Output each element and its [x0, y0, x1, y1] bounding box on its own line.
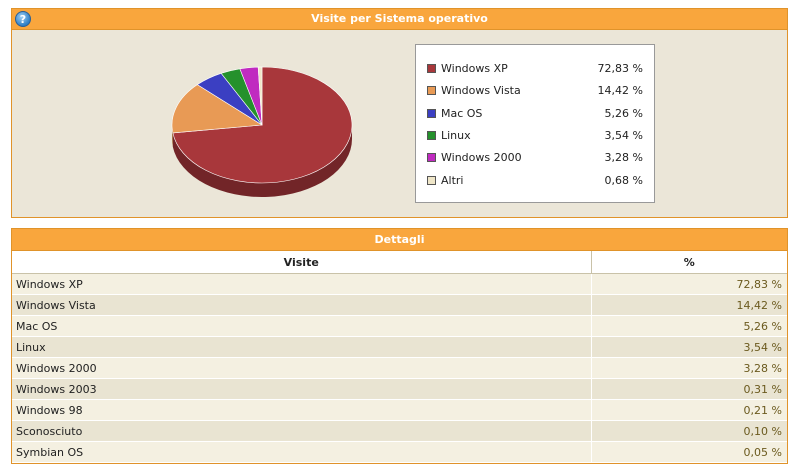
details-header-row: Visite %: [12, 251, 787, 274]
percent-cell: 3,54 %: [590, 336, 787, 358]
os-name-cell: Linux: [12, 336, 591, 358]
column-header-percent: %: [590, 251, 787, 274]
table-row: Mac OS 5,26 %: [12, 315, 787, 337]
os-visits-panel-header: ? Visite per Sistema operativo: [12, 9, 787, 30]
percent-cell: 0,05 %: [590, 441, 787, 463]
os-name-cell: Symbian OS: [12, 441, 591, 463]
os-name-cell: Windows XP: [12, 273, 591, 295]
table-row: Windows 2003 0,31 %: [12, 378, 787, 400]
legend-swatch: [427, 64, 436, 73]
legend-label: Windows Vista: [441, 84, 521, 98]
os-name-cell: Windows 2003: [12, 378, 591, 400]
legend-item: Mac OS 5,26 %: [427, 107, 643, 121]
legend-item: Windows Vista 14,42 %: [427, 84, 643, 98]
os-visits-panel: ? Visite per Sistema operativo Windows X…: [11, 8, 788, 218]
os-name-cell: Mac OS: [12, 315, 591, 337]
os-name-cell: Windows 98: [12, 399, 591, 421]
legend-value: 0,68 %: [604, 173, 643, 187]
legend-label: Windows XP: [441, 62, 508, 75]
legend-item: Windows XP 72,83 %: [427, 62, 643, 76]
percent-cell: 0,10 %: [590, 420, 787, 442]
table-row: Windows XP 72,83 %: [12, 273, 787, 295]
details-title: Dettagli: [374, 233, 425, 246]
os-name-cell: Sconosciuto: [12, 420, 591, 442]
legend-value: 14,42 %: [597, 84, 643, 98]
percent-cell: 72,83 %: [590, 273, 787, 295]
legend-swatch: [427, 175, 436, 185]
details-table: Visite % Windows XP 72,83 % Windows Vista 1…: [12, 251, 787, 463]
legend-item: Windows 2000 3,28 %: [427, 151, 643, 165]
os-name-cell: Windows 2000: [12, 357, 591, 379]
legend-value: 5,26 %: [604, 106, 643, 120]
pie-chart: [157, 57, 367, 198]
pie-side-windows-xp: [172, 125, 352, 198]
table-row: Symbian OS 0,05 %: [12, 441, 787, 463]
legend-value: 3,54 %: [604, 128, 643, 142]
panel-title: Visite per Sistema operativo: [311, 12, 488, 25]
table-row: Linux 3,54 %: [12, 336, 787, 358]
column-header-visits: Visite: [12, 251, 591, 274]
percent-cell: 3,28 %: [590, 357, 787, 379]
legend-swatch: [427, 86, 436, 96]
legend-value: 3,28 %: [604, 151, 643, 165]
percent-cell: 14,42 %: [590, 294, 787, 316]
legend-value: 72,83 %: [597, 62, 643, 75]
legend-label: Altri: [441, 173, 464, 187]
legend-label: Windows 2000: [441, 151, 522, 165]
percent-cell: 0,21 %: [590, 399, 787, 421]
details-panel: Dettagli Visite % Windows XP 72,83 % Windo…: [11, 228, 788, 464]
legend-item: Linux 3,54 %: [427, 129, 643, 143]
question-mark-icon[interactable]: ?: [15, 11, 31, 27]
percent-cell: 5,26 %: [590, 315, 787, 337]
percent-cell: 0,31 %: [590, 378, 787, 400]
legend-swatch: [427, 108, 436, 118]
legend-swatch: [427, 153, 436, 163]
table-row: Windows 98 0,21 %: [12, 399, 787, 421]
pie-chart-svg: [171, 66, 353, 198]
legend-swatch: [427, 130, 436, 140]
legend-item: Altri 0,68 %: [427, 174, 643, 188]
pie-slice-windows-vista[interactable]: [171, 84, 263, 134]
table-row: Windows 2000 3,28 %: [12, 357, 787, 379]
legend-label: Linux: [441, 128, 471, 142]
pie-slice-altri[interactable]: [257, 66, 263, 126]
table-row: Windows Vista 14,42 %: [12, 294, 787, 316]
details-panel-header: Dettagli: [12, 229, 787, 251]
os-name-cell: Windows Vista: [12, 294, 591, 316]
legend-label: Mac OS: [441, 106, 483, 120]
chart-legend: Windows XP 72,83 % Windows Vista 14,42 % Mac…: [415, 44, 655, 203]
table-row: Sconosciuto 0,10 %: [12, 420, 787, 442]
